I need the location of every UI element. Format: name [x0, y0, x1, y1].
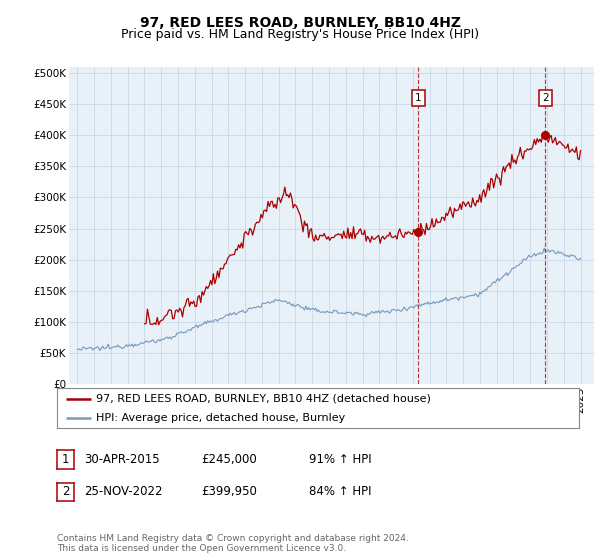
Text: 1: 1	[415, 93, 422, 103]
Text: Price paid vs. HM Land Registry's House Price Index (HPI): Price paid vs. HM Land Registry's House …	[121, 28, 479, 41]
Text: 97, RED LEES ROAD, BURNLEY, BB10 4HZ: 97, RED LEES ROAD, BURNLEY, BB10 4HZ	[139, 16, 461, 30]
Text: 25-NOV-2022: 25-NOV-2022	[84, 485, 163, 498]
Text: 97, RED LEES ROAD, BURNLEY, BB10 4HZ (detached house): 97, RED LEES ROAD, BURNLEY, BB10 4HZ (de…	[96, 394, 431, 404]
Text: £399,950: £399,950	[201, 485, 257, 498]
Text: 1: 1	[62, 453, 69, 466]
Text: HPI: Average price, detached house, Burnley: HPI: Average price, detached house, Burn…	[96, 413, 346, 422]
Text: 91% ↑ HPI: 91% ↑ HPI	[309, 452, 371, 466]
Text: 2: 2	[62, 486, 69, 498]
Text: Contains HM Land Registry data © Crown copyright and database right 2024.
This d: Contains HM Land Registry data © Crown c…	[57, 534, 409, 553]
Text: 84% ↑ HPI: 84% ↑ HPI	[309, 485, 371, 498]
Text: 2: 2	[542, 93, 548, 103]
Text: 30-APR-2015: 30-APR-2015	[84, 452, 160, 466]
Text: £245,000: £245,000	[201, 452, 257, 466]
